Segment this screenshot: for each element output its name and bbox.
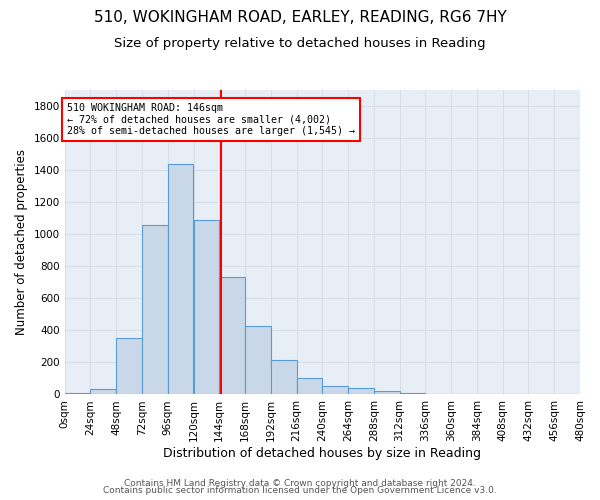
Bar	[271, 360, 296, 394]
Text: Contains HM Land Registry data © Crown copyright and database right 2024.: Contains HM Land Registry data © Crown c…	[124, 478, 476, 488]
Bar	[400, 393, 425, 394]
Bar	[245, 326, 271, 394]
Text: Contains public sector information licensed under the Open Government Licence v3: Contains public sector information licen…	[103, 486, 497, 495]
Y-axis label: Number of detached properties: Number of detached properties	[15, 149, 28, 335]
Bar	[374, 391, 400, 394]
Bar	[219, 278, 245, 394]
Text: 510 WOKINGHAM ROAD: 146sqm
← 72% of detached houses are smaller (4,002)
28% of s: 510 WOKINGHAM ROAD: 146sqm ← 72% of deta…	[67, 103, 355, 136]
Bar	[193, 220, 219, 394]
Bar	[348, 388, 374, 394]
Bar	[91, 389, 116, 394]
Text: Size of property relative to detached houses in Reading: Size of property relative to detached ho…	[114, 38, 486, 51]
Bar	[296, 378, 322, 394]
Bar	[65, 393, 91, 394]
Bar	[142, 226, 168, 394]
X-axis label: Distribution of detached houses by size in Reading: Distribution of detached houses by size …	[163, 447, 481, 460]
Bar	[322, 386, 348, 394]
Text: 510, WOKINGHAM ROAD, EARLEY, READING, RG6 7HY: 510, WOKINGHAM ROAD, EARLEY, READING, RG…	[94, 10, 506, 25]
Bar	[116, 338, 142, 394]
Bar	[168, 164, 193, 394]
